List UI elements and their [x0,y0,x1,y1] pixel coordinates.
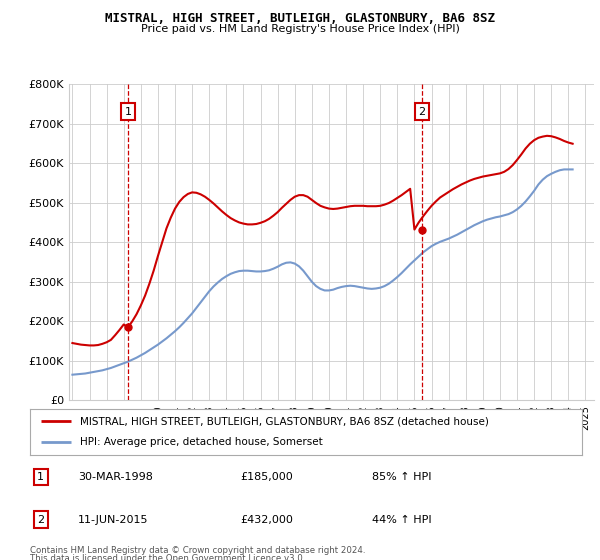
Text: 1: 1 [124,107,131,116]
Text: HPI: Average price, detached house, Somerset: HPI: Average price, detached house, Some… [80,437,322,447]
Text: Contains HM Land Registry data © Crown copyright and database right 2024.: Contains HM Land Registry data © Crown c… [30,546,365,555]
Text: MISTRAL, HIGH STREET, BUTLEIGH, GLASTONBURY, BA6 8SZ (detached house): MISTRAL, HIGH STREET, BUTLEIGH, GLASTONB… [80,416,488,426]
Text: 11-JUN-2015: 11-JUN-2015 [78,515,149,525]
Text: £432,000: £432,000 [240,515,293,525]
Text: 44% ↑ HPI: 44% ↑ HPI [372,515,431,525]
Text: MISTRAL, HIGH STREET, BUTLEIGH, GLASTONBURY, BA6 8SZ: MISTRAL, HIGH STREET, BUTLEIGH, GLASTONB… [105,12,495,25]
Text: 1: 1 [37,472,44,482]
Text: This data is licensed under the Open Government Licence v3.0.: This data is licensed under the Open Gov… [30,554,305,560]
Text: Price paid vs. HM Land Registry's House Price Index (HPI): Price paid vs. HM Land Registry's House … [140,24,460,34]
Text: 2: 2 [37,515,44,525]
Text: 30-MAR-1998: 30-MAR-1998 [78,472,153,482]
Text: 2: 2 [418,107,425,116]
Text: £185,000: £185,000 [240,472,293,482]
Text: 85% ↑ HPI: 85% ↑ HPI [372,472,431,482]
